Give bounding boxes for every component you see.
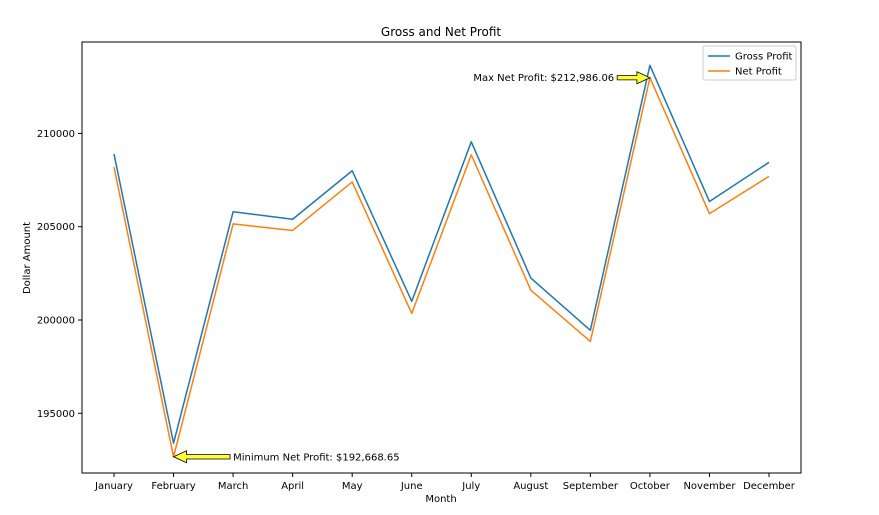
x-axis-ticks: January February March April May June July Augu… bbox=[94, 473, 796, 492]
x-tick-label: July bbox=[461, 481, 480, 492]
x-tick-label: June bbox=[400, 481, 423, 492]
legend-label-net-profit: Net Profit bbox=[735, 67, 782, 78]
x-tick-label: May bbox=[342, 481, 363, 492]
plot-area bbox=[81, 41, 802, 474]
annotation-arrow bbox=[172, 450, 231, 464]
x-tick-label: October bbox=[630, 481, 671, 492]
x-tick-label: November bbox=[683, 481, 736, 492]
x-tick-label: March bbox=[218, 481, 248, 492]
y-tick-label: 210000 bbox=[37, 129, 75, 140]
x-tick-label: September bbox=[563, 481, 619, 492]
y-axis-label: Dollar Amount bbox=[22, 222, 33, 294]
annotation-layer: Max Net Profit: $212,986.06 Minimum Net P… bbox=[172, 71, 651, 464]
series-line-gross-profit bbox=[113, 64, 770, 444]
legend-label-gross-profit: Gross Profit bbox=[735, 52, 793, 63]
y-axis-ticks: 195000 200000 205000 210000 bbox=[37, 129, 82, 420]
annotation-arrow bbox=[616, 71, 651, 85]
series-layer bbox=[113, 64, 770, 458]
x-axis-label: Month bbox=[425, 494, 456, 505]
y-tick-label: 200000 bbox=[37, 316, 75, 327]
chart-title: Gross and Net Profit bbox=[381, 25, 501, 39]
series-line-net-profit bbox=[113, 76, 770, 458]
annotation-label: Minimum Net Profit: $192,668.65 bbox=[233, 452, 400, 463]
x-tick-label: January bbox=[94, 481, 133, 492]
x-tick-label: February bbox=[151, 481, 195, 492]
x-tick-label: August bbox=[513, 481, 548, 492]
y-tick-label: 205000 bbox=[37, 222, 75, 233]
x-tick-label: April bbox=[281, 481, 304, 492]
legend: Gross Profit Net Profit bbox=[702, 45, 797, 81]
x-tick-label: December bbox=[743, 481, 796, 492]
annotation-label: Max Net Profit: $212,986.06 bbox=[473, 73, 614, 84]
y-tick-label: 195000 bbox=[37, 409, 75, 420]
